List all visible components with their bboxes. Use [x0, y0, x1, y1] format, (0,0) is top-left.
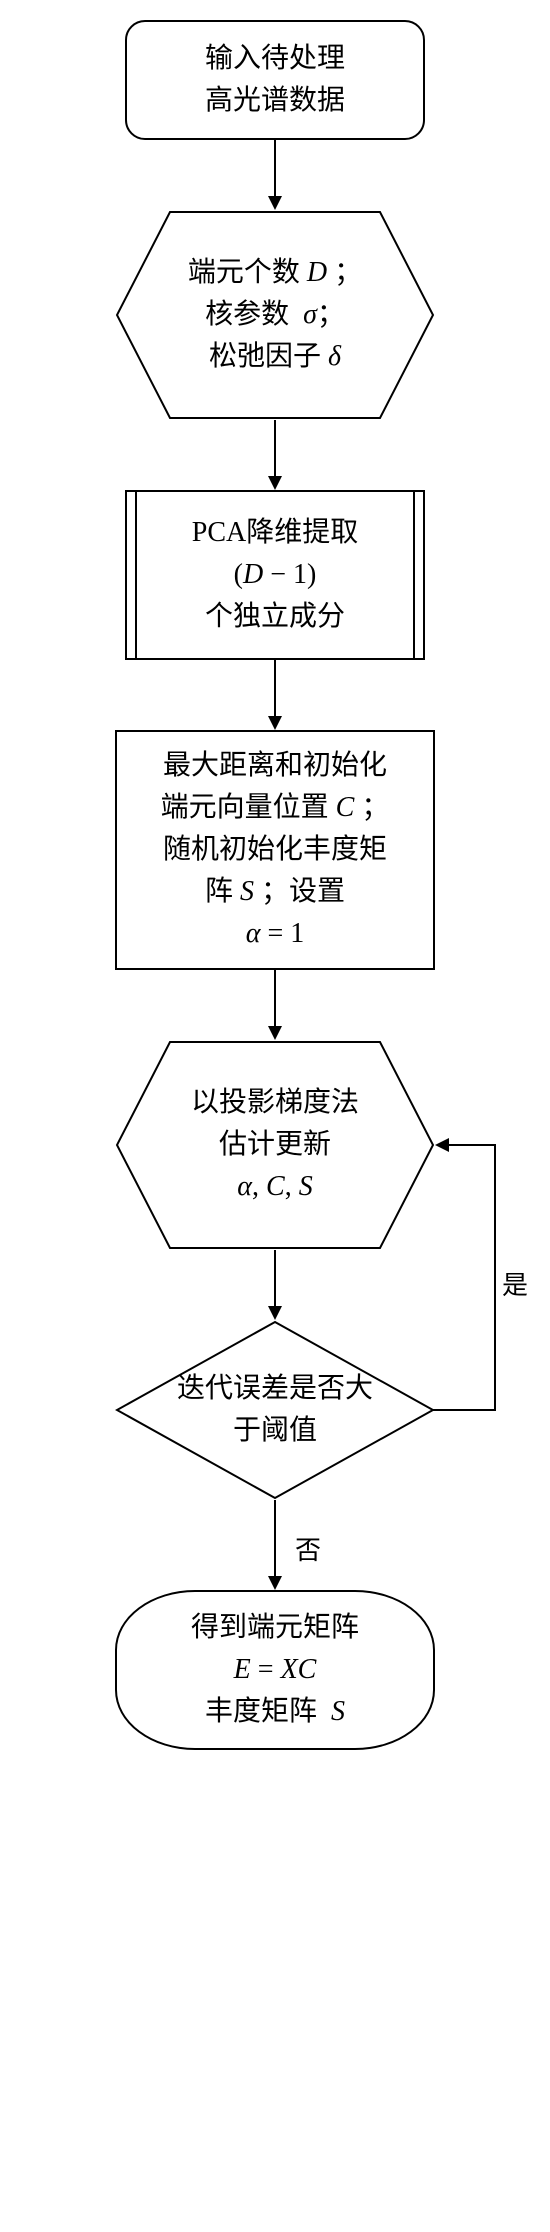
node-update-l2: 估计更新 — [219, 1124, 331, 1166]
node-input: 输入待处理 高光谱数据 — [125, 20, 425, 140]
node-params: 端元个数 D ； 核参数 σ； 松弛因子 δ — [115, 210, 435, 420]
node-params-l1: 端元个数 D ； — [188, 252, 362, 294]
node-pca-l3: 个独立成分 — [205, 596, 345, 638]
feedback-group: 以投影梯度法 估计更新 α, C, S 迭代误差是否大 于阈值 是 — [20, 1040, 530, 1500]
node-update-l1: 以投影梯度法 — [191, 1082, 359, 1124]
arrow-3 — [260, 660, 290, 730]
node-decision-l1: 迭代误差是否大 — [177, 1368, 373, 1410]
node-decision-l2: 于阈值 — [233, 1410, 317, 1452]
node-params-l2: 核参数 σ； — [205, 294, 345, 336]
node-input-line1: 输入待处理 — [205, 38, 345, 80]
node-output-l3: 丰度矩阵 S — [205, 1691, 345, 1733]
node-decision: 迭代误差是否大 于阈值 — [115, 1320, 435, 1500]
node-input-line2: 高光谱数据 — [205, 80, 345, 122]
arrow-1 — [260, 140, 290, 210]
node-output-l1: 得到端元矩阵 — [191, 1607, 359, 1649]
node-update: 以投影梯度法 估计更新 α, C, S — [115, 1040, 435, 1250]
node-pca-l2: (D − 1) — [234, 554, 317, 596]
node-init-l4: 阵 S ；设置 — [205, 871, 345, 913]
node-output: 得到端元矩阵 E = XC 丰度矩阵 S — [115, 1590, 435, 1750]
node-init-l5: α = 1 — [246, 913, 305, 955]
flowchart-root: 输入待处理 高光谱数据 端元个数 D ； 核参数 σ； 松弛因子 δ PCA降维… — [20, 20, 530, 1750]
node-init-l2: 端元向量位置 C ； — [161, 787, 390, 829]
no-label: 否 — [295, 1530, 321, 1567]
node-pca-l1: PCA降维提取 — [192, 512, 358, 554]
arrow-2 — [260, 420, 290, 490]
node-init: 最大距离和初始化 端元向量位置 C ； 随机初始化丰度矩 阵 S ；设置 α =… — [115, 730, 435, 970]
arrow-no: 否 — [260, 1500, 290, 1590]
node-update-l3: α, C, S — [237, 1166, 312, 1208]
node-init-l1: 最大距离和初始化 — [163, 745, 387, 787]
yes-label: 是 — [502, 1265, 528, 1302]
node-pca: PCA降维提取 (D − 1) 个独立成分 — [125, 490, 425, 660]
arrow-4 — [260, 970, 290, 1040]
node-params-l3: 松弛因子 δ — [209, 336, 341, 378]
node-init-l3: 随机初始化丰度矩 — [163, 829, 387, 871]
node-output-l2: E = XC — [234, 1649, 317, 1691]
arrow-5 — [260, 1250, 290, 1320]
